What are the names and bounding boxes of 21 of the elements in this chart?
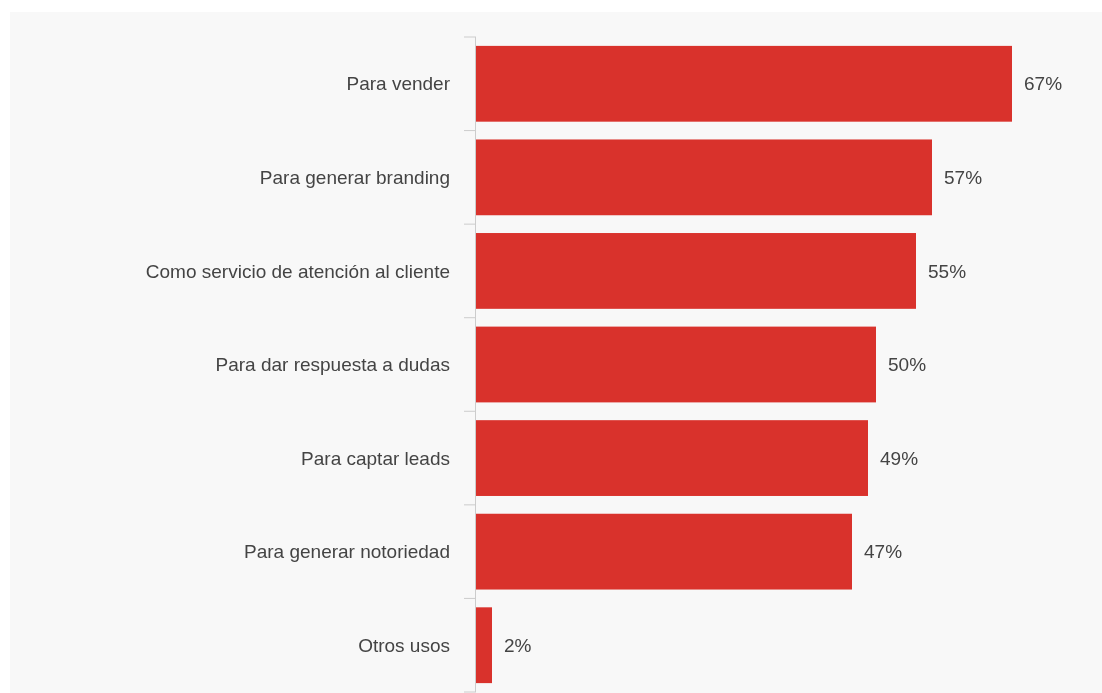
bar	[476, 513, 852, 590]
bar	[476, 233, 916, 309]
y-tick-label: Como servicio de atención al cliente	[145, 260, 450, 282]
data-label: 2%	[504, 634, 532, 656]
data-label: 50%	[888, 354, 927, 376]
bar	[476, 326, 876, 403]
y-tick-label: Otros usos	[358, 634, 450, 656]
bar	[476, 139, 932, 216]
data-label: 67%	[1024, 73, 1063, 95]
bar	[476, 45, 1012, 122]
bar	[476, 420, 868, 496]
y-tick-label: Para generar notoriedad	[244, 541, 450, 563]
y-tick-label: Para captar leads	[301, 447, 450, 469]
data-label: 57%	[944, 167, 983, 189]
data-label: 55%	[928, 260, 967, 282]
y-tick-label: Para generar branding	[259, 167, 450, 189]
data-label: 47%	[864, 541, 903, 563]
data-label: 49%	[880, 447, 919, 469]
y-tick-label: Para dar respuesta a dudas	[215, 354, 450, 376]
bar	[476, 607, 492, 684]
y-tick-label: Para vender	[346, 73, 451, 95]
